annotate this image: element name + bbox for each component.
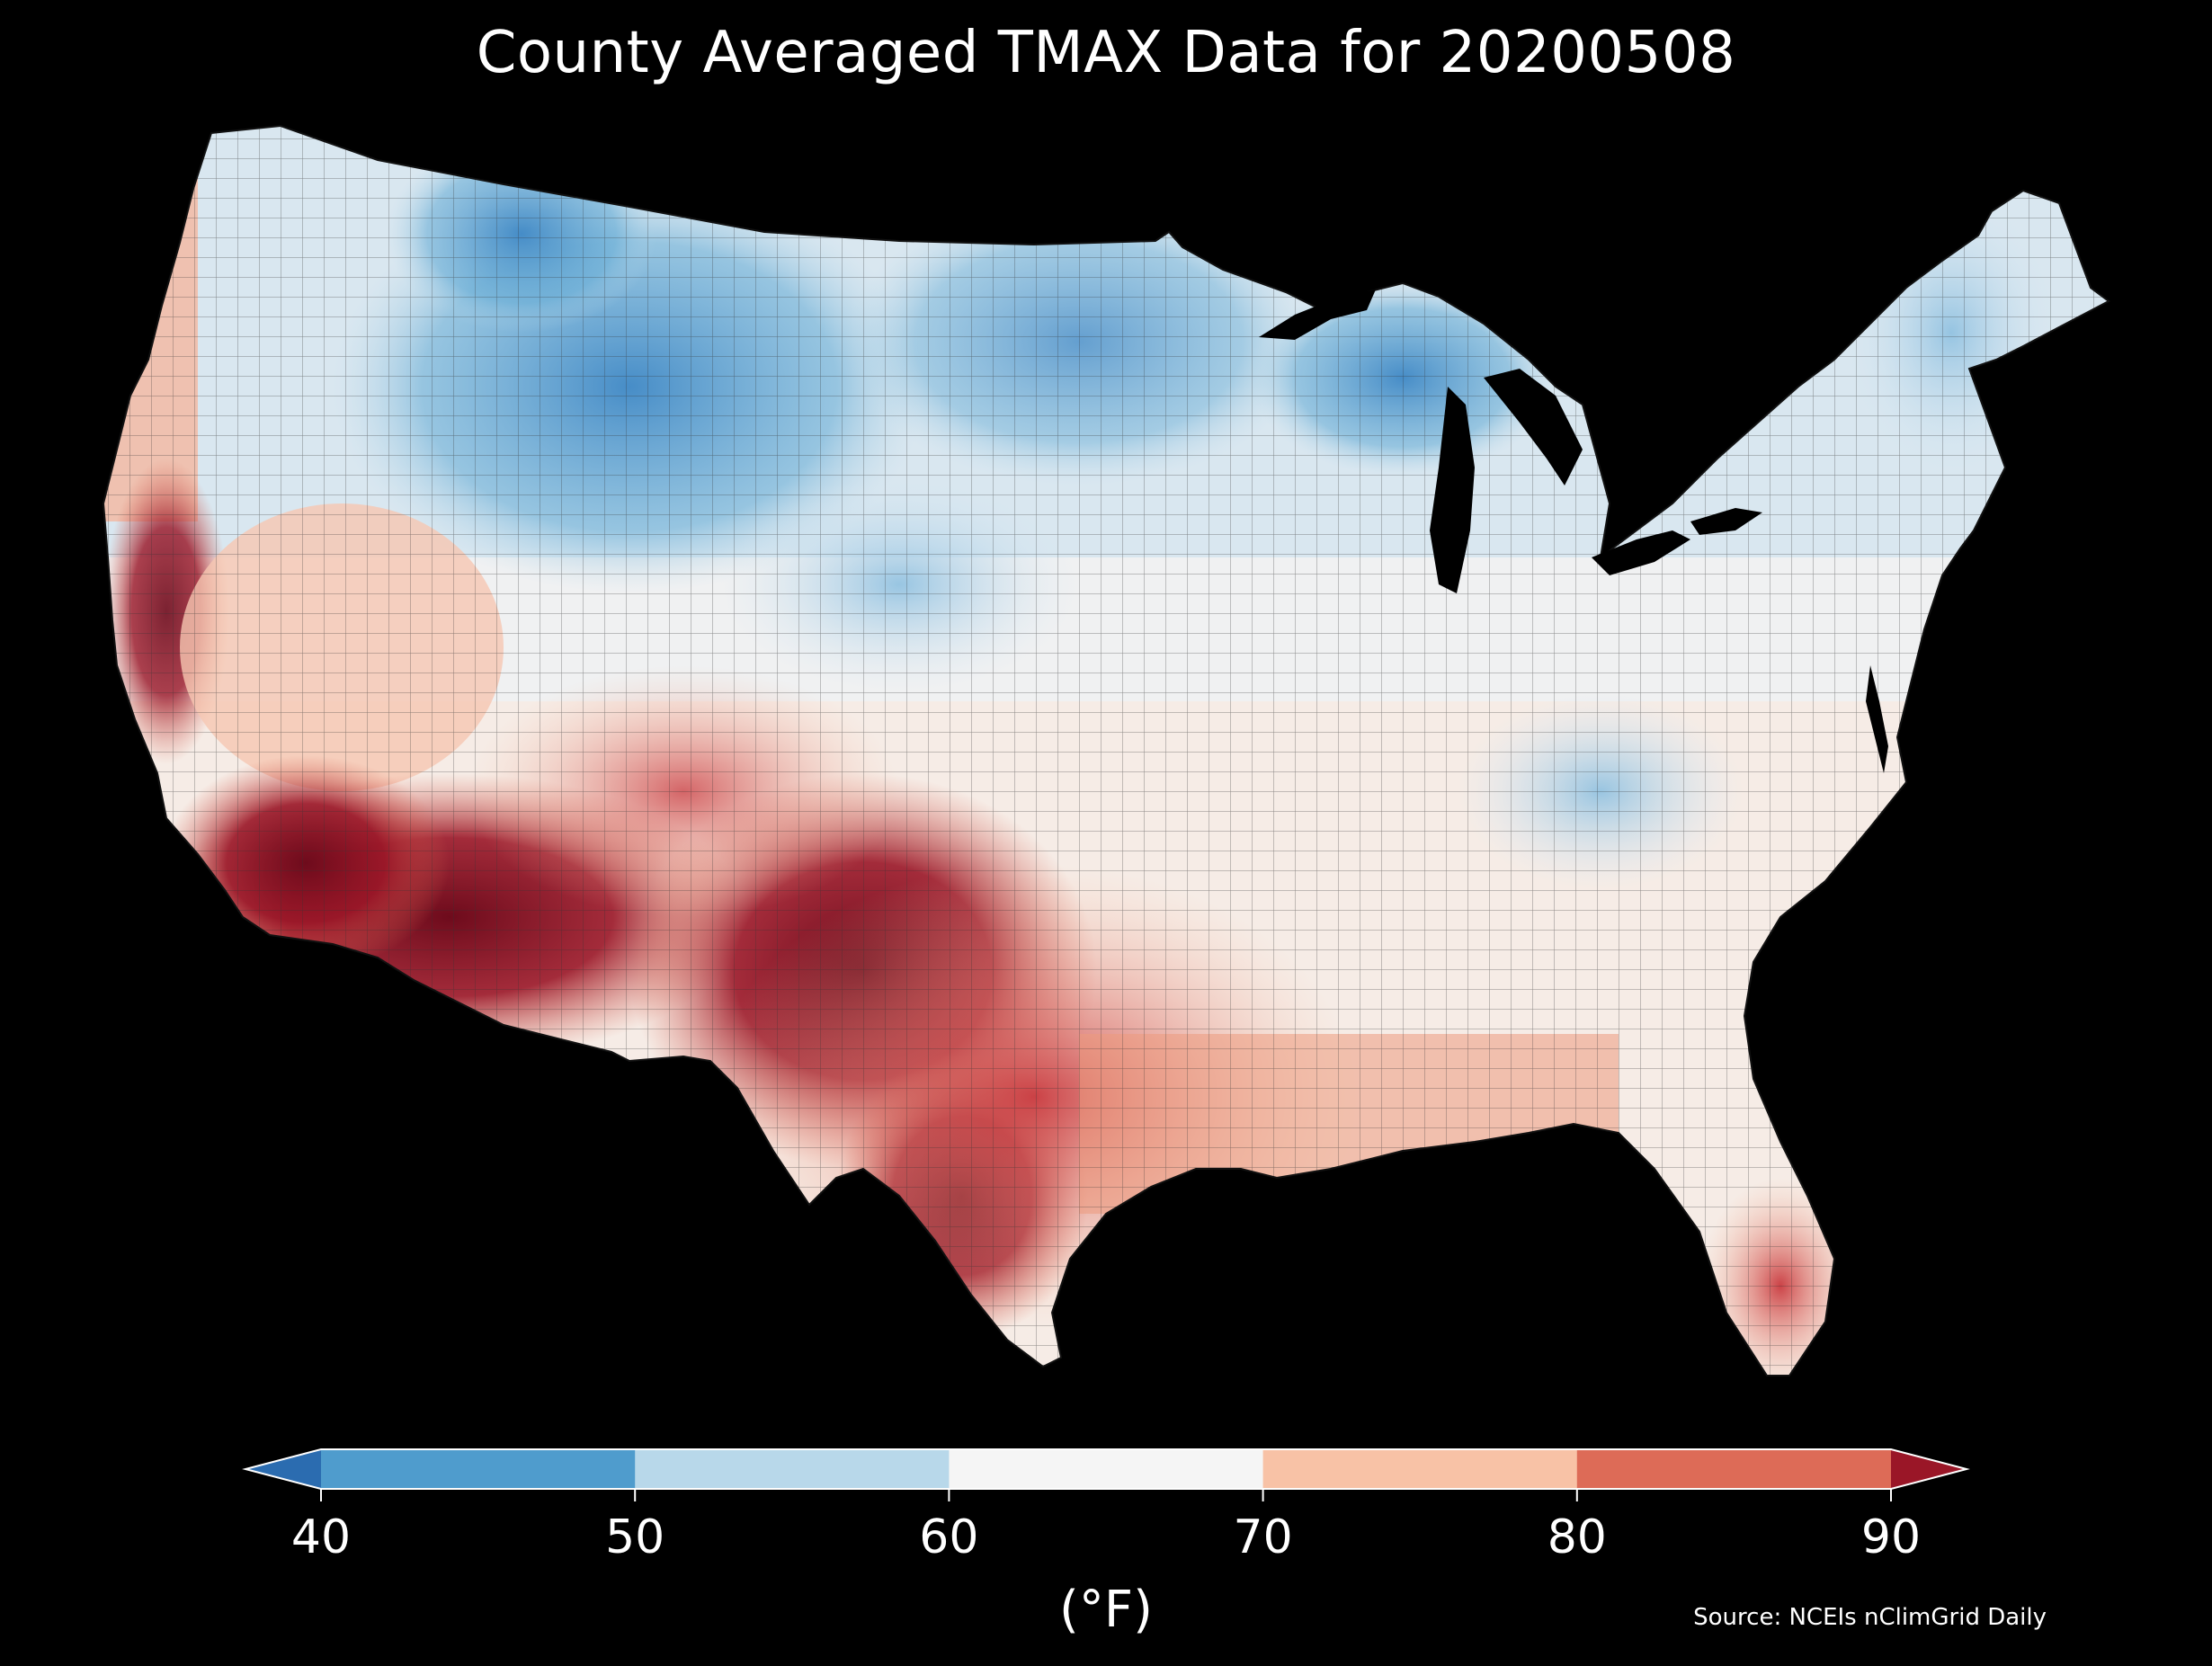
colorbar-segment (1262, 1449, 1578, 1489)
map-title: County Averaged TMAX Data for 20200508 (476, 20, 1736, 86)
lake-michigan (1430, 387, 1475, 593)
colorbar-segment (949, 1449, 1264, 1489)
lake-erie (1592, 530, 1690, 575)
colorbar-tick-label: 80 (1547, 1510, 1607, 1564)
colorbar-label: (°F) (1059, 1581, 1153, 1639)
colorbar-tick-label: 90 (1860, 1510, 1922, 1564)
lake-huron (1484, 369, 1583, 486)
us-outline (102, 124, 2110, 1376)
colorbar-extend-low (245, 1449, 321, 1489)
colorbar-extend-high (1891, 1449, 1967, 1489)
colorbar-segment (635, 1449, 950, 1489)
chesapeake-bay (1866, 665, 1888, 773)
source-credit: Source: NCEIs nClimGrid Daily (1693, 1604, 2047, 1631)
colorbar-segment (1576, 1449, 1892, 1489)
colorbar-tick-label: 60 (919, 1510, 979, 1564)
colorbar-segment (321, 1449, 636, 1489)
lake-ontario (1690, 508, 1762, 535)
colorbar-tick-label: 70 (1233, 1510, 1293, 1564)
lake-superior (1259, 290, 1376, 340)
colorbar-tick-label: 40 (290, 1510, 352, 1564)
colorbar-tick-label: 50 (605, 1510, 665, 1564)
